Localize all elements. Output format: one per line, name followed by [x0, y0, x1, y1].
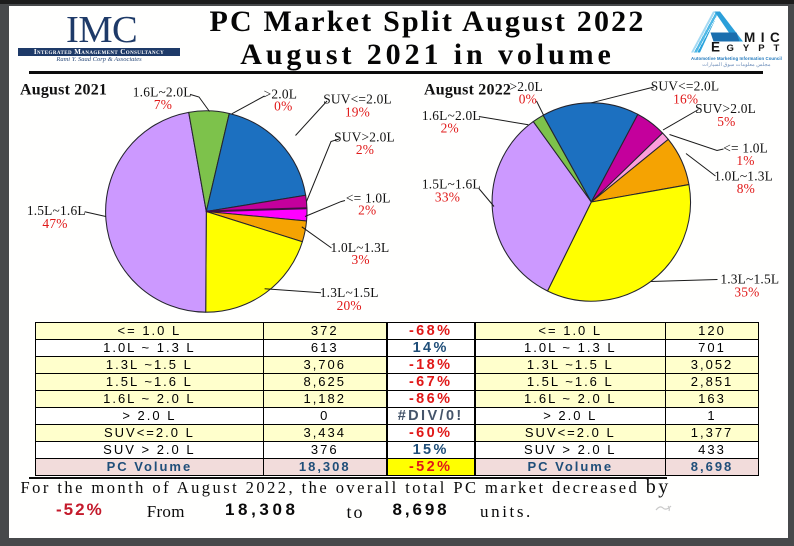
- svg-text:47%: 47%: [42, 216, 67, 231]
- svg-text:1.0L~1.3L: 1.0L~1.3L: [714, 169, 773, 184]
- svg-text:35%: 35%: [734, 285, 759, 300]
- svg-text:August 2022: August 2022: [424, 82, 511, 99]
- svg-text:SUV>2.0L: SUV>2.0L: [334, 130, 395, 145]
- svg-text:1.3L~1.5L: 1.3L~1.5L: [720, 272, 779, 287]
- svg-text:8%: 8%: [737, 181, 755, 196]
- svg-text:SUV>2.0L: SUV>2.0L: [695, 101, 756, 116]
- svg-text:Automotive Marketing Informati: Automotive Marketing Information Council: [691, 56, 782, 61]
- svg-text:MIC: MIC: [744, 30, 785, 45]
- svg-text:19%: 19%: [345, 105, 370, 120]
- svg-text:5%: 5%: [717, 114, 735, 129]
- svg-text:7%: 7%: [154, 97, 172, 112]
- svg-text:2%: 2%: [356, 142, 374, 157]
- svg-text:16%: 16%: [673, 92, 698, 107]
- svg-text:<= 1.0L: <= 1.0L: [723, 141, 768, 156]
- svg-text:<= 1.0L: <= 1.0L: [346, 191, 391, 206]
- svg-text:1%: 1%: [736, 153, 754, 168]
- svg-text:1.6L~2.0L: 1.6L~2.0L: [133, 85, 192, 100]
- svg-text:0%: 0%: [274, 99, 292, 114]
- svg-text:2%: 2%: [441, 121, 459, 136]
- svg-text:0%: 0%: [519, 92, 537, 107]
- svg-text:1.5L~1.6L: 1.5L~1.6L: [422, 177, 481, 192]
- svg-text:>2.0L: >2.0L: [509, 79, 542, 94]
- svg-text:1.6L~2.0L: 1.6L~2.0L: [422, 108, 481, 123]
- svg-text:مجلس معلومات سوق السيارات: مجلس معلومات سوق السيارات: [702, 62, 771, 68]
- svg-text:1.3L~1.5L: 1.3L~1.5L: [320, 285, 379, 300]
- svg-text:>2.0L: >2.0L: [264, 87, 297, 102]
- svg-text:33%: 33%: [435, 190, 460, 205]
- svg-text:SUV<=2.0L: SUV<=2.0L: [323, 92, 392, 107]
- svg-text:1.5L~1.6L: 1.5L~1.6L: [27, 203, 86, 218]
- svg-text:August 2021: August 2021: [20, 82, 107, 99]
- svg-text:2%: 2%: [358, 203, 376, 218]
- svg-text:GYPT: GYPT: [727, 43, 789, 54]
- svg-text:SUV<=2.0L: SUV<=2.0L: [651, 79, 720, 94]
- svg-text:1.0L~1.3L: 1.0L~1.3L: [331, 240, 390, 255]
- svg-text:3%: 3%: [351, 252, 369, 267]
- svg-text:20%: 20%: [337, 298, 362, 313]
- svg-text:E: E: [711, 39, 720, 54]
